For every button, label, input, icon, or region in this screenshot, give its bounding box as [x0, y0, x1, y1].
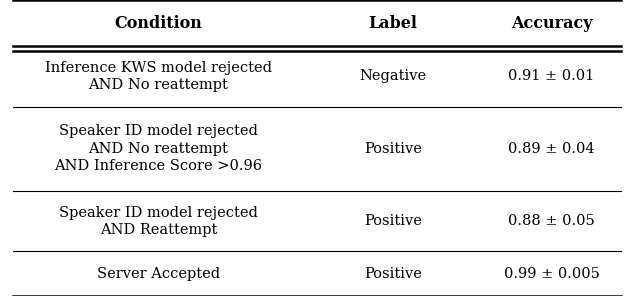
Text: Speaker ID model rejected
AND Reattempt: Speaker ID model rejected AND Reattempt — [59, 205, 258, 237]
Text: Label: Label — [368, 15, 418, 32]
Text: Speaker ID model rejected
AND No reattempt
AND Inference Score >0.96: Speaker ID model rejected AND No reattem… — [55, 125, 262, 173]
Text: Positive: Positive — [364, 214, 422, 228]
Text: Condition: Condition — [115, 15, 202, 32]
Text: 0.88 ± 0.05: 0.88 ± 0.05 — [508, 214, 595, 228]
Text: 0.99 ± 0.005: 0.99 ± 0.005 — [503, 267, 600, 281]
Text: Inference KWS model rejected
AND No reattempt: Inference KWS model rejected AND No reat… — [45, 61, 272, 92]
Text: 0.91 ± 0.01: 0.91 ± 0.01 — [508, 69, 595, 83]
Text: 0.89 ± 0.04: 0.89 ± 0.04 — [508, 142, 595, 156]
Text: Negative: Negative — [359, 69, 427, 83]
Text: Positive: Positive — [364, 142, 422, 156]
Text: Accuracy: Accuracy — [511, 15, 592, 32]
Text: Positive: Positive — [364, 267, 422, 281]
Text: Server Accepted: Server Accepted — [97, 267, 220, 281]
